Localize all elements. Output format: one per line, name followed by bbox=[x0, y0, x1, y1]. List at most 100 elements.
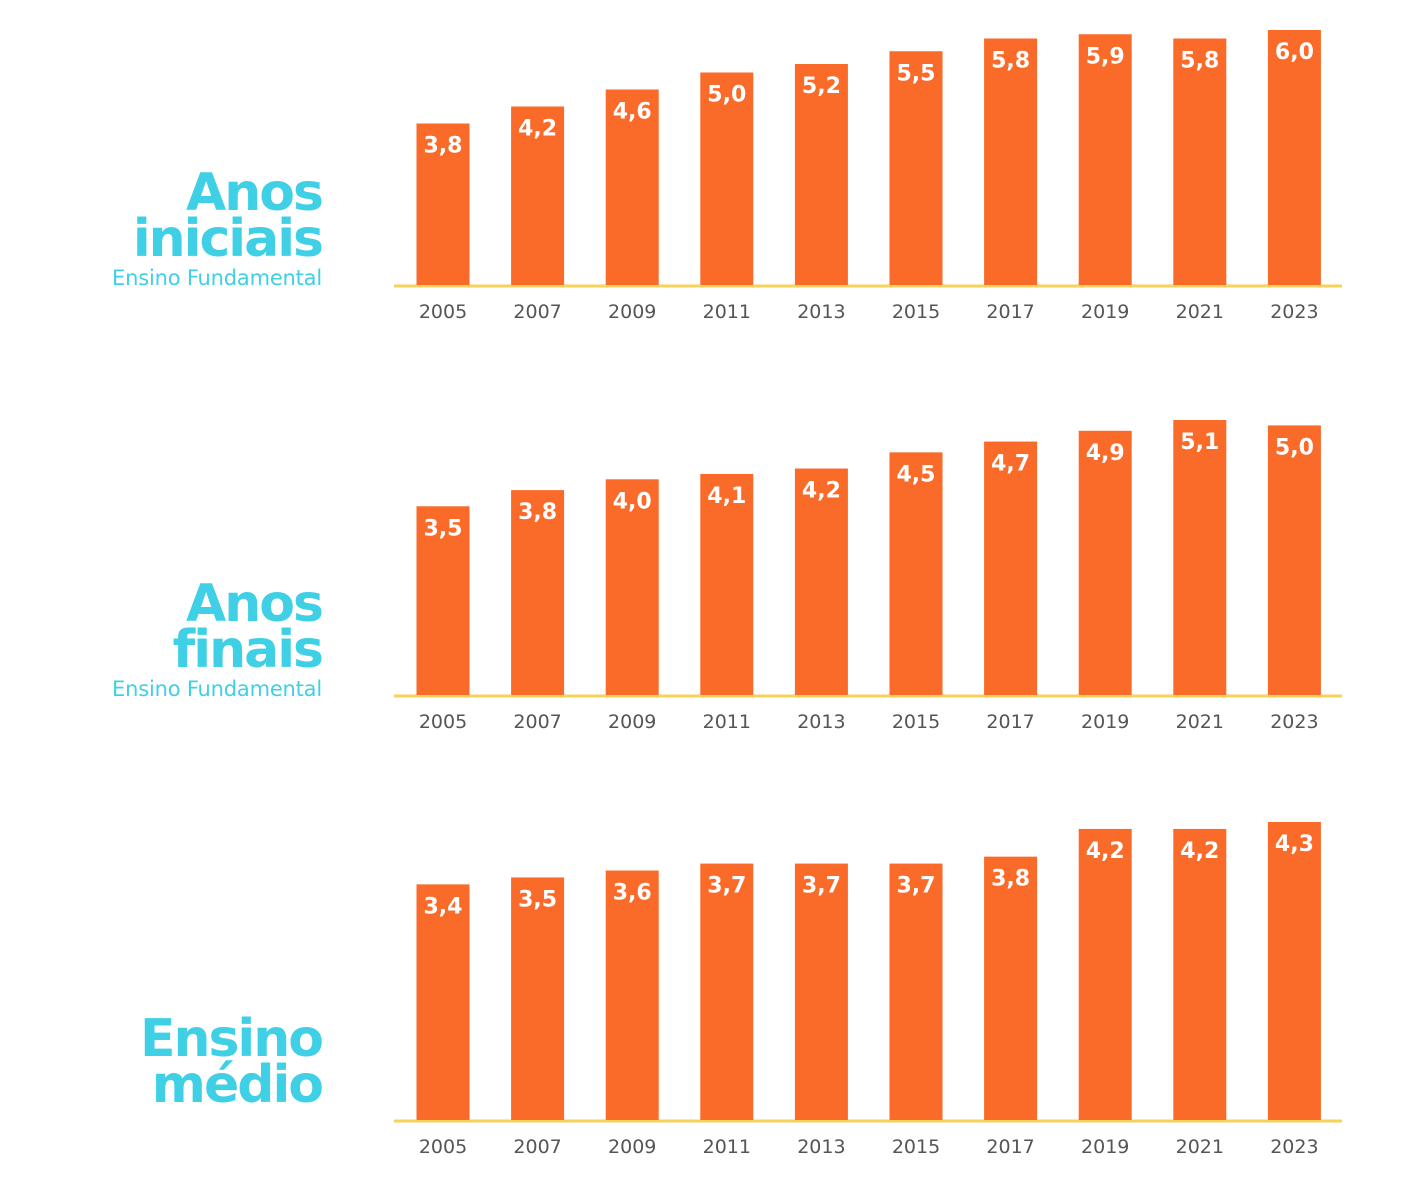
x-tick-label-2023: 2023 bbox=[1270, 1136, 1318, 1158]
data-label-2013: 3,7 bbox=[802, 874, 841, 899]
x-tick-label-2011: 2011 bbox=[703, 301, 751, 323]
data-label-2007: 3,8 bbox=[518, 500, 557, 525]
x-tick-label-2005: 2005 bbox=[419, 711, 467, 733]
x-tick-label-2013: 2013 bbox=[797, 1136, 845, 1158]
bar-2021 bbox=[1173, 38, 1227, 285]
bar-2013 bbox=[794, 863, 848, 1120]
bar-chart: 3,4 2005 3,5 2007 3,6 2009 3,7 2011 3,7 2013 3,7 20… bbox=[394, 822, 1342, 1158]
x-tick-label-2007: 2007 bbox=[513, 1136, 561, 1158]
bar-2011 bbox=[700, 863, 754, 1120]
bar-2015 bbox=[889, 863, 943, 1120]
bar-2019 bbox=[1078, 828, 1132, 1120]
bar-2013 bbox=[794, 468, 848, 695]
bar-2017 bbox=[984, 38, 1038, 285]
x-tick-label-2023: 2023 bbox=[1270, 301, 1318, 323]
x-tick-label-2009: 2009 bbox=[608, 1136, 656, 1158]
bar-2023 bbox=[1267, 30, 1321, 285]
data-label-2017: 4,7 bbox=[991, 452, 1030, 477]
bar-2023 bbox=[1267, 822, 1321, 1120]
data-label-2005: 3,4 bbox=[424, 894, 463, 919]
x-tick-label-2021: 2021 bbox=[1176, 1136, 1224, 1158]
data-label-2015: 3,7 bbox=[897, 874, 936, 899]
panel-title-line2: finais bbox=[172, 620, 324, 680]
x-tick-label-2019: 2019 bbox=[1081, 711, 1129, 733]
data-label-2013: 4,2 bbox=[802, 479, 841, 504]
x-tick-label-2017: 2017 bbox=[986, 711, 1034, 733]
x-tick-label-2023: 2023 bbox=[1270, 711, 1318, 733]
data-label-2019: 4,2 bbox=[1086, 839, 1125, 864]
bar-2019 bbox=[1078, 430, 1132, 695]
data-label-2021: 5,8 bbox=[1180, 49, 1219, 74]
x-tick-label-2007: 2007 bbox=[513, 301, 561, 323]
x-tick-label-2019: 2019 bbox=[1081, 301, 1129, 323]
bar-2007 bbox=[511, 490, 565, 695]
bar-2009 bbox=[605, 479, 659, 695]
data-label-2005: 3,8 bbox=[424, 134, 463, 159]
bar-2015 bbox=[889, 452, 943, 695]
panel-title-line1: Anos bbox=[186, 163, 324, 223]
x-tick-label-2015: 2015 bbox=[892, 301, 940, 323]
panel-title-line2: médio bbox=[151, 1055, 324, 1115]
data-label-2023: 5,0 bbox=[1275, 435, 1314, 460]
x-tick-label-2009: 2009 bbox=[608, 711, 656, 733]
panel-subtitle: Ensino Fundamental bbox=[112, 677, 322, 701]
data-label-2013: 5,2 bbox=[802, 74, 841, 99]
x-tick-label-2013: 2013 bbox=[797, 301, 845, 323]
x-tick-label-2005: 2005 bbox=[419, 301, 467, 323]
bar-chart: 3,5 2005 3,8 2007 4,0 2009 4,1 2011 4,2 2013 4,5 20… bbox=[394, 420, 1342, 733]
x-tick-label-2015: 2015 bbox=[892, 711, 940, 733]
panel-label: Anos iniciais Ensino Fundamental bbox=[112, 163, 324, 290]
bar-2005 bbox=[416, 506, 470, 695]
data-label-2021: 4,2 bbox=[1180, 839, 1219, 864]
panel-anos-finais: Anos finais Ensino Fundamental 3,5 2005 3,… bbox=[112, 420, 1342, 733]
data-label-2011: 4,1 bbox=[707, 484, 746, 509]
data-label-2019: 4,9 bbox=[1086, 441, 1125, 466]
data-label-2005: 3,5 bbox=[424, 516, 463, 541]
x-tick-label-2015: 2015 bbox=[892, 1136, 940, 1158]
x-tick-label-2019: 2019 bbox=[1081, 1136, 1129, 1158]
bar-2021 bbox=[1173, 420, 1227, 695]
data-label-2015: 5,5 bbox=[897, 61, 936, 86]
data-label-2023: 6,0 bbox=[1275, 40, 1314, 65]
bar-2023 bbox=[1267, 425, 1321, 695]
data-label-2015: 4,5 bbox=[897, 462, 936, 487]
x-tick-label-2017: 2017 bbox=[986, 301, 1034, 323]
x-tick-label-2013: 2013 bbox=[797, 711, 845, 733]
bar-2019 bbox=[1078, 34, 1132, 285]
bar-2009 bbox=[605, 870, 659, 1120]
data-label-2023: 4,3 bbox=[1275, 832, 1314, 857]
x-tick-label-2005: 2005 bbox=[419, 1136, 467, 1158]
data-label-2009: 3,6 bbox=[613, 881, 652, 906]
data-label-2017: 3,8 bbox=[991, 867, 1030, 892]
bar-2009 bbox=[605, 89, 659, 285]
data-label-2021: 5,1 bbox=[1180, 430, 1219, 455]
data-label-2011: 3,7 bbox=[707, 874, 746, 899]
x-tick-label-2021: 2021 bbox=[1176, 711, 1224, 733]
x-tick-label-2009: 2009 bbox=[608, 301, 656, 323]
bar-2005 bbox=[416, 123, 470, 285]
bar-2013 bbox=[794, 64, 848, 285]
data-label-2019: 5,9 bbox=[1086, 44, 1125, 69]
data-label-2017: 5,8 bbox=[991, 49, 1030, 74]
bar-2017 bbox=[984, 856, 1038, 1120]
x-tick-label-2011: 2011 bbox=[703, 1136, 751, 1158]
bar-2005 bbox=[416, 884, 470, 1120]
data-label-2011: 5,0 bbox=[707, 83, 746, 108]
panel-title-line2: iniciais bbox=[132, 209, 324, 269]
panel-title-line1: Anos bbox=[186, 574, 324, 634]
panel-label: Ensino médio bbox=[139, 1009, 324, 1115]
data-label-2009: 4,0 bbox=[613, 489, 652, 514]
bar-2011 bbox=[700, 473, 754, 695]
bar-2021 bbox=[1173, 828, 1227, 1120]
panel-subtitle: Ensino Fundamental bbox=[112, 266, 322, 290]
panel-title-line1: Ensino bbox=[139, 1009, 324, 1069]
x-tick-label-2007: 2007 bbox=[513, 711, 561, 733]
x-tick-label-2021: 2021 bbox=[1176, 301, 1224, 323]
data-label-2009: 4,6 bbox=[613, 100, 652, 125]
x-tick-label-2011: 2011 bbox=[703, 711, 751, 733]
panel-label: Anos finais Ensino Fundamental bbox=[112, 574, 324, 701]
data-label-2007: 4,2 bbox=[518, 117, 557, 142]
data-label-2007: 3,5 bbox=[518, 887, 557, 912]
bar-2015 bbox=[889, 51, 943, 285]
